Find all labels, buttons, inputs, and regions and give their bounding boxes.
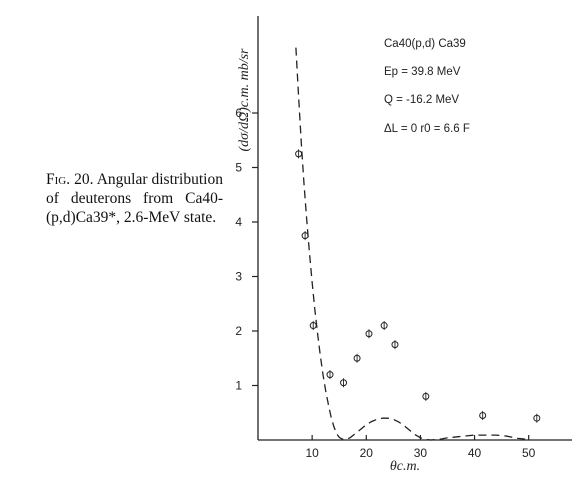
figure-label: Fig. 20. [46,171,94,188]
y-tick-label-4: 4 [235,215,242,229]
x-ticks: 10 20 30 40 50 [305,435,536,460]
annotation-1: Ca40(p,d) Ca39 [384,38,466,50]
data-point [340,378,348,388]
annotation-2: Ep = 39.8 MeV [384,66,461,78]
y-axis-label: (dσ/dΩ)c.m. mb/sr [237,48,252,152]
data-point [301,231,309,241]
data-point [380,321,388,331]
y-tick-label-6: 6 [235,106,242,120]
data-point [422,391,430,401]
y-tick-label-1: 1 [235,379,242,393]
data-point [391,340,399,350]
y-tick-label-5: 5 [235,161,242,175]
annotations: Ca40(p,d) Ca39 Ep = 39.8 MeV Q = -16.2 MeV… [384,38,470,135]
x-axis-label: θc.m. [390,459,420,474]
data-point [533,413,541,423]
data-point [295,149,303,159]
data-point [353,353,361,363]
axes [257,16,572,441]
x-tick-label-50: 50 [522,446,536,460]
x-tick-label-40: 40 [468,446,482,460]
x-tick-label-10: 10 [305,446,319,460]
data-points-layer [295,149,541,423]
x-tick-label-20: 20 [360,446,374,460]
data-point [309,321,317,331]
theory-curve [295,47,529,441]
y-ticks: 1 2 3 4 5 6 [235,106,258,393]
data-point [326,370,334,380]
theory-curve-layer [295,47,529,441]
figure-caption: Fig. 20. Angular distribution of deutero… [46,170,223,227]
y-tick-label-3: 3 [235,270,242,284]
caption-text: Angular distribution of deuterons from C… [46,171,223,226]
annotation-3: Q = -16.2 MeV [384,94,459,106]
x-tick-label-30: 30 [414,446,428,460]
y-tick-label-2: 2 [235,324,242,338]
data-point [365,329,373,339]
data-point [479,410,487,420]
annotation-4: ΔL = 0 r0 = 6.6 F [384,123,470,135]
